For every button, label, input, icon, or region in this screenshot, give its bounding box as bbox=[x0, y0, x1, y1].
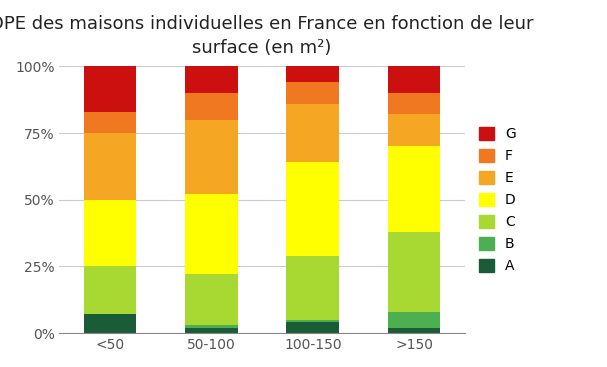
Bar bbox=[388, 115, 441, 146]
Bar bbox=[388, 93, 441, 115]
Bar bbox=[185, 66, 238, 93]
Bar bbox=[84, 112, 137, 133]
Bar bbox=[287, 320, 339, 323]
Bar bbox=[185, 328, 238, 333]
Bar bbox=[84, 315, 137, 333]
Legend: G, F, E, D, C, B, A: G, F, E, D, C, B, A bbox=[476, 124, 518, 276]
Bar bbox=[287, 163, 339, 256]
Bar bbox=[84, 66, 137, 112]
Bar bbox=[287, 104, 339, 163]
Bar bbox=[185, 195, 238, 275]
Bar bbox=[388, 328, 441, 333]
Bar bbox=[287, 323, 339, 333]
Bar bbox=[388, 146, 441, 232]
Title: DPE des maisons individuelles en France en fonction de leur
surface (en m²): DPE des maisons individuelles en France … bbox=[0, 15, 534, 57]
Bar bbox=[185, 120, 238, 195]
Bar bbox=[185, 325, 238, 328]
Bar bbox=[84, 133, 137, 200]
Bar bbox=[84, 200, 137, 266]
Bar bbox=[287, 256, 339, 320]
Bar bbox=[388, 312, 441, 328]
Bar bbox=[388, 66, 441, 93]
Bar bbox=[287, 83, 339, 104]
Bar bbox=[185, 275, 238, 325]
Bar bbox=[84, 266, 137, 315]
Bar bbox=[388, 232, 441, 312]
Bar bbox=[287, 66, 339, 83]
Bar bbox=[185, 93, 238, 120]
